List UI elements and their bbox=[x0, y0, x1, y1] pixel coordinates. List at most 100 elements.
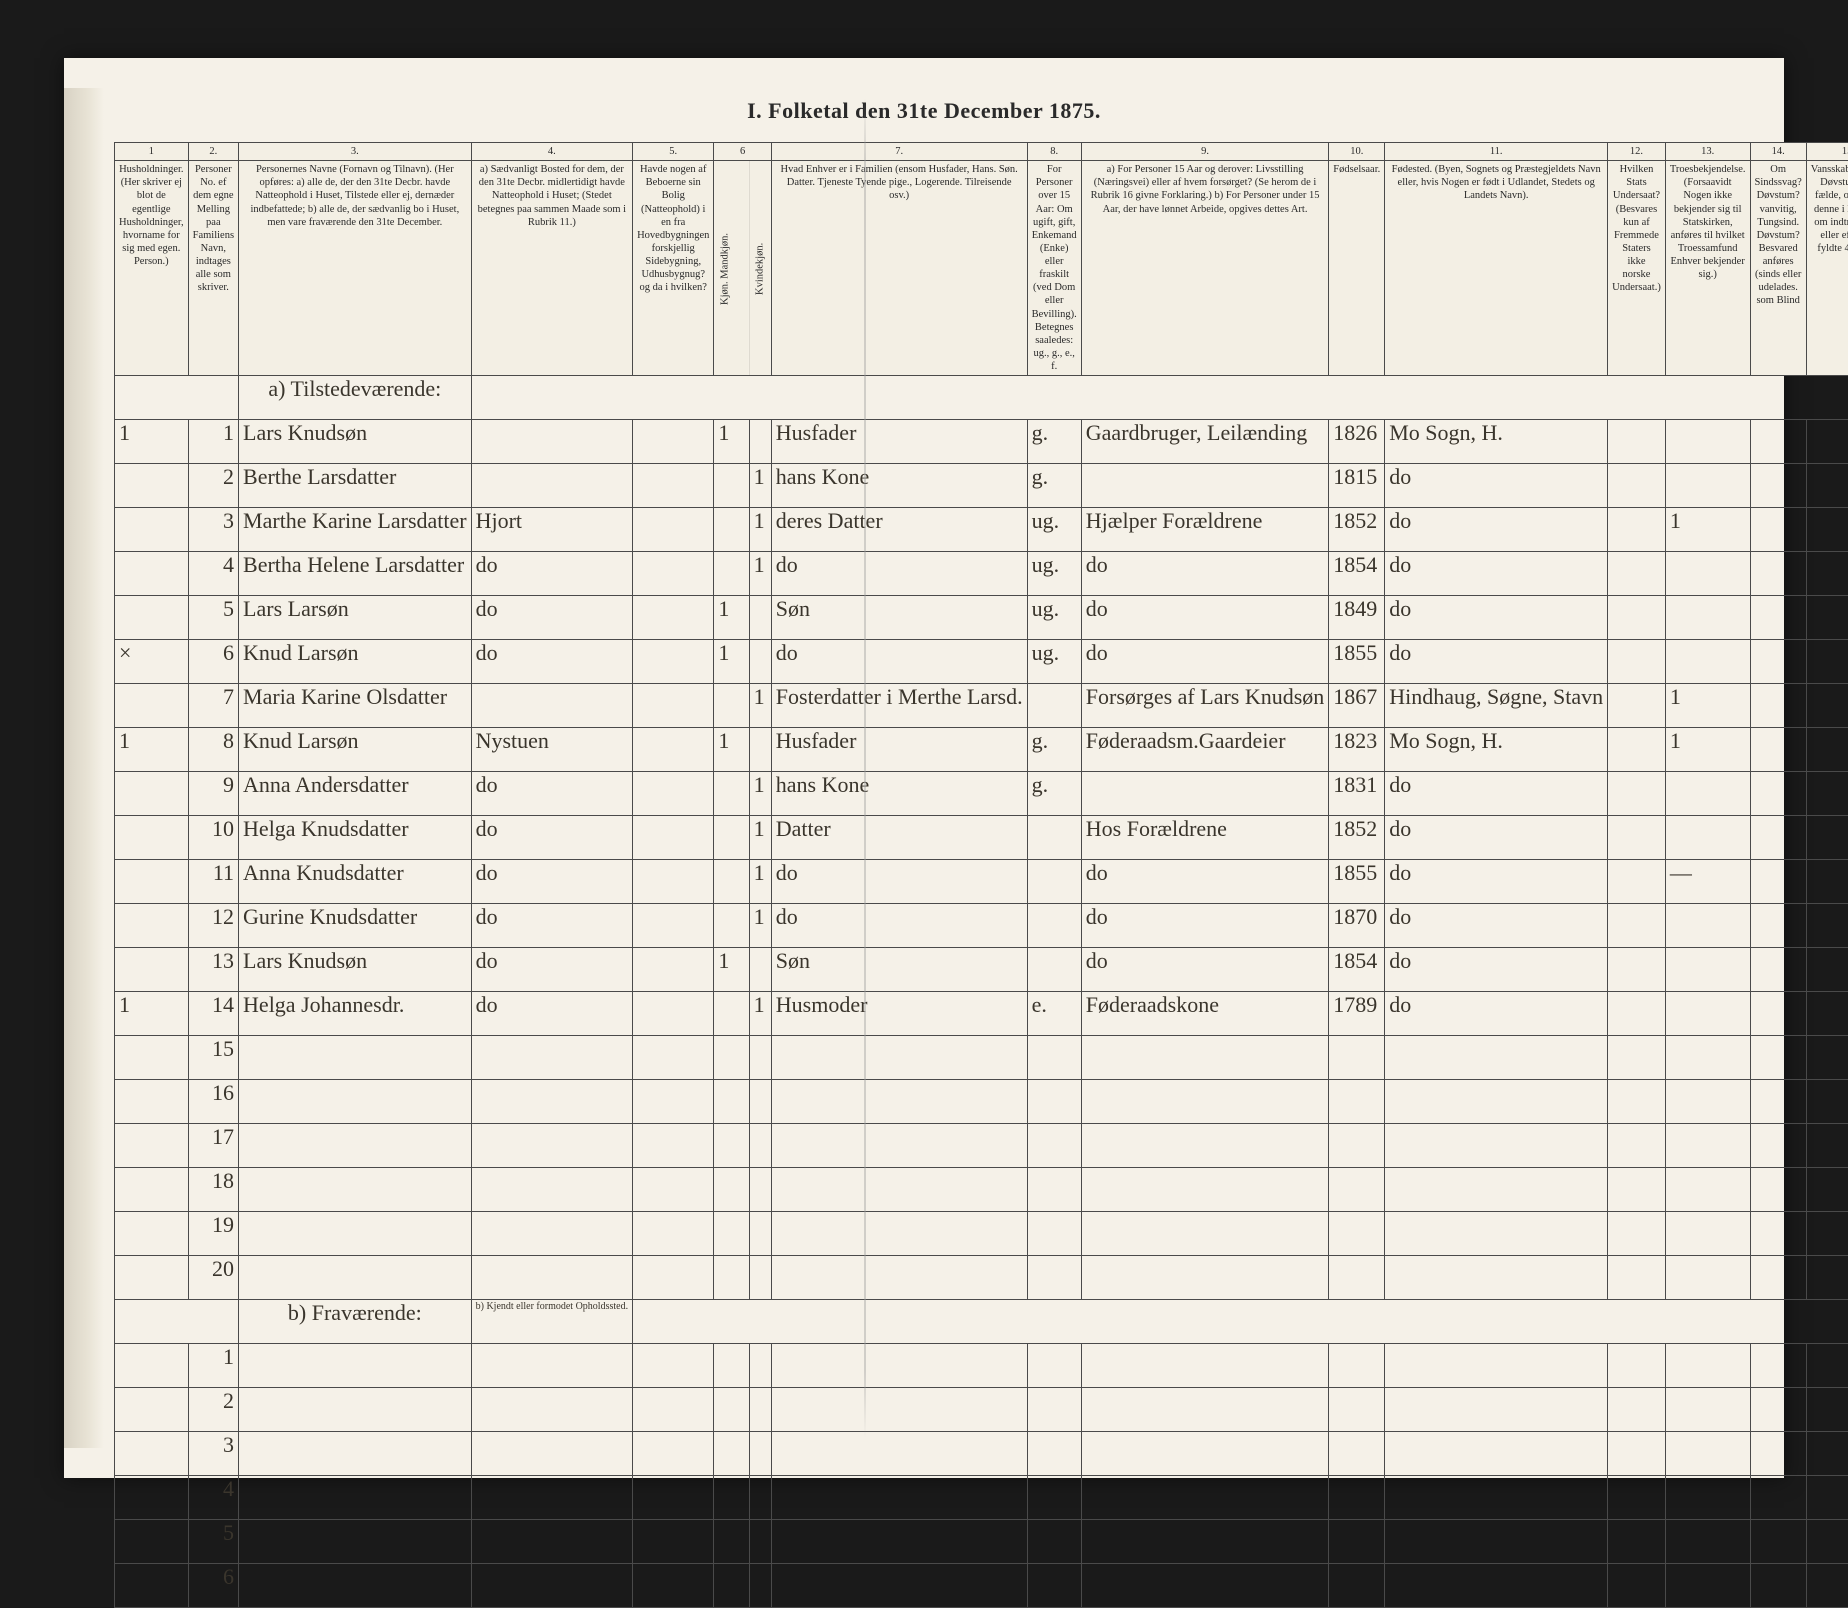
cell: Helga Johannesdr. bbox=[239, 992, 472, 1036]
cell: 1 bbox=[749, 684, 771, 728]
cell bbox=[1665, 948, 1750, 992]
cell bbox=[1750, 1124, 1806, 1168]
cell bbox=[1665, 1168, 1750, 1212]
colnum: 1 bbox=[115, 143, 189, 161]
cell bbox=[1081, 1432, 1329, 1476]
table-row: 15 bbox=[115, 1036, 1848, 1080]
table-row: 11Lars Knudsøn1Husfaderg.Gaardbruger, Le… bbox=[115, 420, 1848, 464]
cell: Maria Karine Olsdatter bbox=[239, 684, 472, 728]
cell: 16 bbox=[188, 1080, 238, 1124]
cell bbox=[1806, 728, 1848, 772]
cell bbox=[1608, 1432, 1666, 1476]
cell: Føderaadsm.Gaardeier bbox=[1081, 728, 1329, 772]
cell bbox=[633, 1564, 714, 1608]
cell: 1 bbox=[714, 948, 749, 992]
cell bbox=[239, 1344, 472, 1388]
cell bbox=[115, 1036, 189, 1080]
cell bbox=[1608, 1080, 1666, 1124]
cell: 2 bbox=[188, 464, 238, 508]
cell: Hjort bbox=[471, 508, 632, 552]
cell bbox=[1027, 684, 1081, 728]
cell bbox=[714, 1036, 749, 1080]
cell: do bbox=[771, 640, 1027, 684]
cell bbox=[1750, 1388, 1806, 1432]
cell bbox=[1750, 1432, 1806, 1476]
cell: 1 bbox=[714, 728, 749, 772]
cell bbox=[771, 1256, 1027, 1300]
cell: 1849 bbox=[1329, 596, 1385, 640]
cell bbox=[1329, 1080, 1385, 1124]
cell: do bbox=[1081, 948, 1329, 992]
cell bbox=[771, 1036, 1027, 1080]
cell bbox=[1750, 860, 1806, 904]
cell bbox=[1385, 1476, 1608, 1520]
cell bbox=[1608, 1388, 1666, 1432]
cell bbox=[115, 464, 189, 508]
cell: Anna Andersdatter bbox=[239, 772, 472, 816]
cell bbox=[1806, 508, 1848, 552]
cell bbox=[633, 728, 714, 772]
cell: Søn bbox=[771, 596, 1027, 640]
cell: Lars Larsøn bbox=[239, 596, 472, 640]
cell: 1823 bbox=[1329, 728, 1385, 772]
cell bbox=[1027, 1212, 1081, 1256]
census-table: 1 2. 3. 4. 5. 6 7. 8. 9. 10. 11. 12. 13.… bbox=[114, 142, 1848, 1608]
document-page: I. Folketal den 31te December 1875. 1 2.… bbox=[64, 58, 1784, 1478]
cell: Søn bbox=[771, 948, 1027, 992]
section-b-note: b) Kjendt eller formodet Opholdssted. bbox=[471, 1300, 632, 1344]
cell bbox=[633, 1432, 714, 1476]
cell: do bbox=[771, 552, 1027, 596]
cell bbox=[471, 1256, 632, 1300]
cell: 2 bbox=[188, 1388, 238, 1432]
table-row: 114Helga Johannesdr.do1Husmodere.Føderaa… bbox=[115, 992, 1848, 1036]
cell bbox=[771, 1564, 1027, 1608]
colnum: 9. bbox=[1081, 143, 1329, 161]
cell bbox=[1608, 508, 1666, 552]
header-cell: Havde nogen af Beboerne sin Bolig (Natte… bbox=[633, 161, 714, 376]
cell bbox=[771, 1432, 1027, 1476]
cell bbox=[471, 1564, 632, 1608]
cell bbox=[633, 948, 714, 992]
cell bbox=[239, 1036, 472, 1080]
cell bbox=[1608, 1564, 1666, 1608]
cell bbox=[633, 1476, 714, 1520]
cell: Forsørges af Lars Knudsøn bbox=[1081, 684, 1329, 728]
cell: 5 bbox=[188, 1520, 238, 1564]
cell bbox=[749, 1564, 771, 1608]
cell bbox=[749, 728, 771, 772]
cell bbox=[771, 1124, 1027, 1168]
header-cell: Vansskabelighed? Døvstummed fælde, opgiv… bbox=[1806, 161, 1848, 376]
cell: Lars Knudsøn bbox=[239, 420, 472, 464]
table-row: 5 bbox=[115, 1520, 1848, 1564]
cell: Knud Larsøn bbox=[239, 640, 472, 684]
cell bbox=[115, 508, 189, 552]
cell bbox=[714, 860, 749, 904]
header-cell: Hvilken Stats Undersaat? (Besvares kun a… bbox=[1608, 161, 1666, 376]
cell bbox=[633, 1520, 714, 1564]
cell bbox=[1806, 1124, 1848, 1168]
cell: 7 bbox=[188, 684, 238, 728]
header-cell: Kvindekjøn. bbox=[749, 161, 771, 376]
header-cell: Fødested. (Byen, Sognets og Præstegjelde… bbox=[1385, 161, 1608, 376]
cell: 1 bbox=[1665, 508, 1750, 552]
cell bbox=[1806, 948, 1848, 992]
cell bbox=[1608, 860, 1666, 904]
cell bbox=[1608, 640, 1666, 684]
cell: 19 bbox=[188, 1212, 238, 1256]
cell bbox=[1081, 464, 1329, 508]
cell bbox=[115, 904, 189, 948]
cell bbox=[1806, 1344, 1848, 1388]
section-b-text: b) Fraværende: bbox=[239, 1300, 472, 1344]
cell bbox=[115, 1344, 189, 1388]
cell bbox=[714, 552, 749, 596]
cell bbox=[1806, 1036, 1848, 1080]
cell: Husfader bbox=[771, 420, 1027, 464]
cell: 6 bbox=[188, 1564, 238, 1608]
colnum: 13. bbox=[1665, 143, 1750, 161]
cell bbox=[749, 1432, 771, 1476]
cell bbox=[115, 1080, 189, 1124]
cell: do bbox=[1385, 640, 1608, 684]
cell: do bbox=[471, 860, 632, 904]
cell bbox=[115, 1476, 189, 1520]
cell: g. bbox=[1027, 728, 1081, 772]
